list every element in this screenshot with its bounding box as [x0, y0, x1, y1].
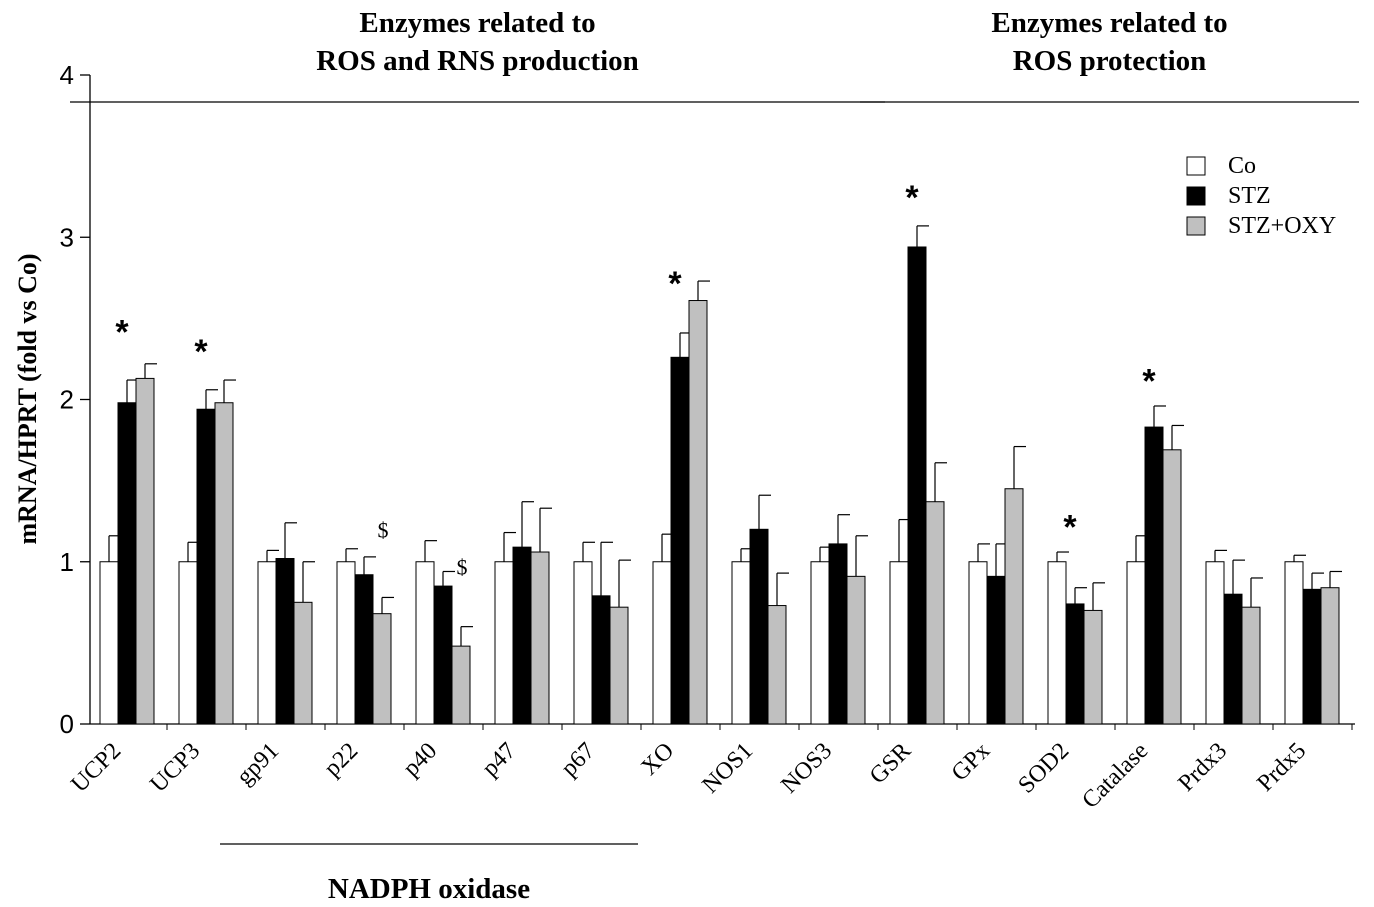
bar-STZ+OXY-UCP2 — [135, 377, 155, 725]
legend-label-STZ: STZ — [1228, 183, 1271, 209]
bar-STZ-XO — [670, 356, 690, 725]
y-axis-label: mRNA/HPRT (fold vs Co) — [13, 253, 42, 544]
axes: mRNA/HPRT (fold vs Co) — [13, 75, 1355, 730]
x-tick-label-XO: XO — [636, 738, 679, 781]
bar-Co-p47 — [494, 561, 514, 725]
bar-Co-Prdx3 — [1205, 561, 1225, 725]
bars — [99, 225, 1342, 725]
x-tick-label-UCP2: UCP2 — [66, 738, 126, 798]
group-label: ROS protection — [1013, 45, 1207, 77]
bar-STZ+OXY-p67 — [609, 606, 629, 725]
y-tick-label: 1 — [60, 547, 74, 577]
x-tick-label-NOS3: NOS3 — [776, 738, 837, 799]
x-tick-labels: UCP2 UCP3 gp91 p22 p40 p47 p67 XO NOS1 NOS3 GSR GPx… — [66, 738, 1311, 814]
x-tick-label-p67: p67 — [556, 738, 600, 782]
y-tick-label: 4 — [60, 60, 74, 90]
significance-star: * — [115, 314, 129, 352]
y-ticks: 0 1 2 3 4 — [60, 60, 90, 739]
bar-STZ+OXY-UCP3 — [214, 402, 234, 725]
x-tick-label-Prdx5: Prdx5 — [1252, 738, 1311, 797]
x-tick-label-NOS1: NOS1 — [697, 738, 758, 799]
significance-star: * — [668, 265, 682, 303]
bar-Co-Catalase — [1126, 561, 1146, 725]
x-tick-label-p22: p22 — [319, 738, 363, 782]
bar-STZ-Catalase — [1144, 426, 1164, 725]
legend-label-STZ+OXY: STZ+OXY — [1228, 213, 1336, 239]
group-label: Enzymes related to — [991, 7, 1227, 39]
bar-STZ-UCP3 — [196, 408, 216, 725]
legend: Co STZ STZ+OXY — [1186, 153, 1336, 239]
bar-STZ-p47 — [512, 546, 532, 725]
bar-Co-NOS1 — [731, 561, 751, 725]
group-brackets: Enzymes related to ROS and RNS production… — [70, 7, 1359, 905]
bar-STZ-NOS3 — [828, 543, 848, 725]
x-tick-label-gp91: gp91 — [232, 738, 284, 790]
legend-label-Co: Co — [1228, 153, 1256, 179]
significance-dollar: $ — [378, 517, 389, 542]
bar-STZ-gp91 — [275, 558, 295, 725]
bar-Co-GSR — [889, 561, 909, 725]
group-label: ROS and RNS production — [316, 45, 639, 77]
bar-STZ+OXY-gp91 — [293, 601, 313, 725]
bar-STZ+OXY-GPx — [1004, 488, 1024, 725]
bar-STZ+OXY-Prdx3 — [1241, 606, 1261, 725]
x-tick-label-GPx: GPx — [947, 738, 996, 787]
x-tick-label-GSR: GSR — [865, 738, 916, 789]
legend-swatch-STZ+OXY — [1186, 216, 1206, 236]
significance-star: * — [194, 333, 208, 371]
significance-star: * — [1063, 508, 1077, 546]
x-tick-label-Catalase: Catalase — [1077, 738, 1153, 814]
bar-Co-XO — [652, 561, 672, 725]
y-tick-label: 0 — [60, 709, 74, 739]
bar-Co-p67 — [573, 561, 593, 725]
y-tick-label: 3 — [60, 222, 74, 252]
y-tick-label: 2 — [60, 385, 74, 415]
legend-swatch-STZ — [1186, 186, 1206, 206]
bar-STZ-Prdx5 — [1302, 588, 1322, 725]
bar-Co-NOS3 — [810, 561, 830, 725]
bar-Co-UCP2 — [99, 561, 119, 725]
bar-STZ+OXY-Catalase — [1162, 449, 1182, 725]
bar-STZ-NOS1 — [749, 528, 769, 725]
bar-Co-gp91 — [257, 561, 277, 725]
group-label: NADPH oxidase — [328, 873, 530, 905]
bar-Co-p40 — [415, 561, 435, 725]
legend-swatch-Co — [1186, 156, 1206, 176]
x-tick-label-p40: p40 — [398, 738, 442, 782]
bar-Co-SOD2 — [1047, 561, 1067, 725]
bar-STZ+OXY-NOS3 — [846, 575, 866, 725]
bar-STZ-SOD2 — [1065, 603, 1085, 725]
significance-dollar: $ — [457, 555, 468, 580]
significance-marks: * * $ $ * * * * — [115, 179, 1156, 580]
group-label: Enzymes related to — [359, 7, 595, 39]
bar-Co-UCP3 — [178, 561, 198, 725]
significance-star: * — [905, 179, 919, 217]
bar-STZ+OXY-XO — [688, 300, 708, 725]
bar-STZ+OXY-Prdx5 — [1320, 587, 1340, 725]
bar-Co-p22 — [336, 561, 356, 725]
bar-STZ+OXY-SOD2 — [1083, 609, 1103, 725]
bar-STZ+OXY-GSR — [925, 501, 945, 725]
bar-Co-Prdx5 — [1284, 561, 1304, 725]
bar-STZ+OXY-p40 — [451, 645, 471, 725]
significance-star: * — [1142, 362, 1156, 400]
bar-STZ+OXY-p47 — [530, 551, 550, 725]
bar-STZ-UCP2 — [117, 402, 137, 725]
bar-STZ-p40 — [433, 585, 453, 725]
bar-STZ+OXY-NOS1 — [767, 605, 787, 725]
x-tick-label-SOD2: SOD2 — [1013, 738, 1074, 799]
bar-STZ-p22 — [354, 574, 374, 725]
x-tick-label-p47: p47 — [477, 738, 521, 782]
bar-STZ+OXY-p22 — [372, 613, 392, 725]
bar-STZ-GSR — [907, 246, 927, 725]
bar-STZ-GPx — [986, 575, 1006, 725]
bar-STZ-Prdx3 — [1223, 593, 1243, 725]
x-tick-label-Prdx3: Prdx3 — [1173, 738, 1232, 797]
bar-Co-GPx — [968, 561, 988, 725]
bar-STZ-p67 — [591, 595, 611, 725]
x-tick-label-UCP3: UCP3 — [145, 738, 205, 798]
